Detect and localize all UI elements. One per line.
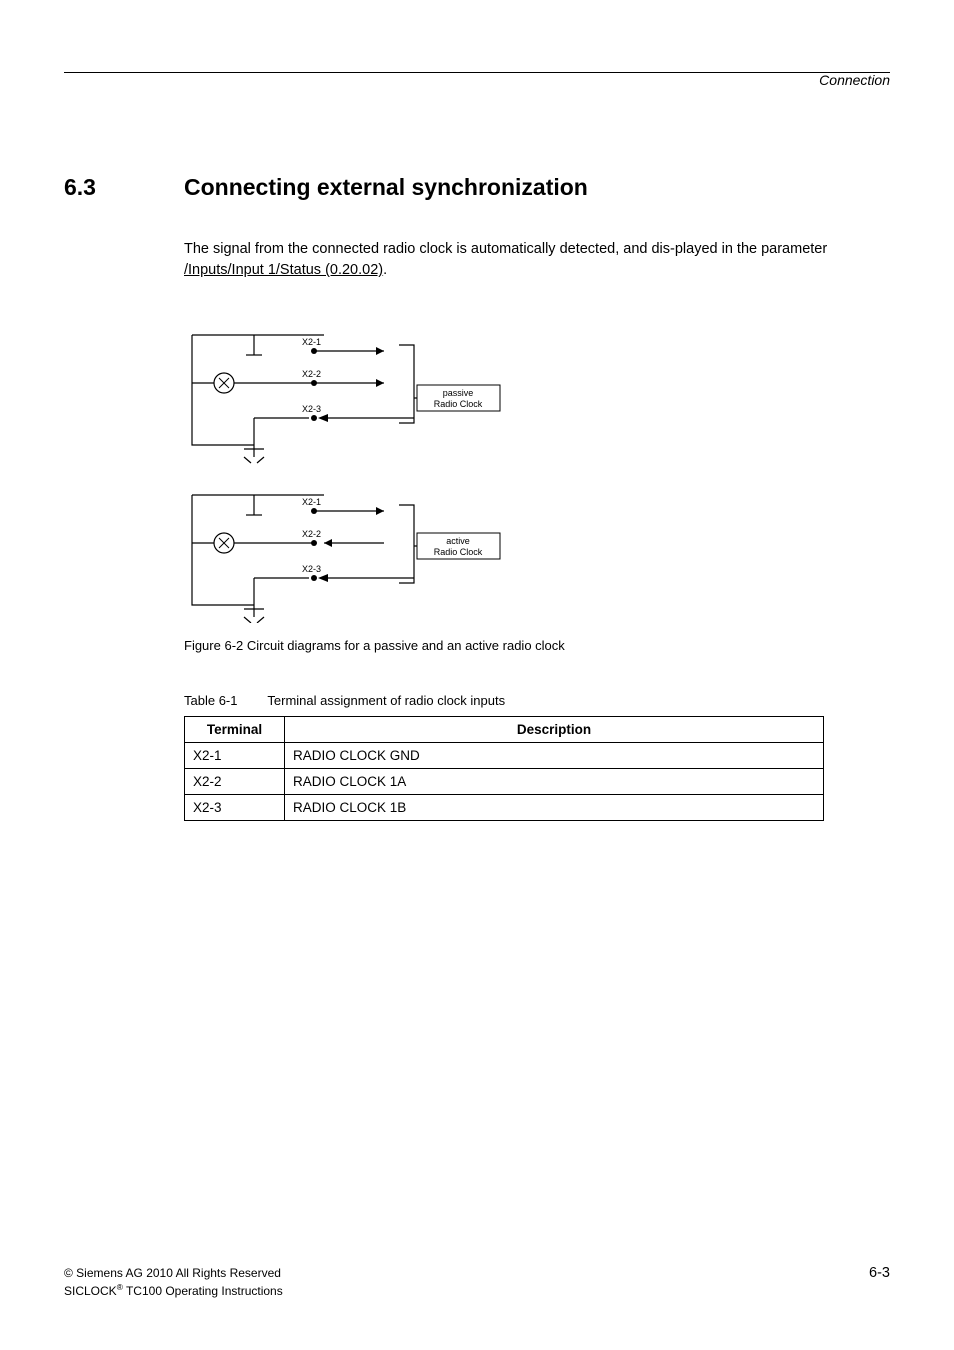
figure-block: X2-1 X2-2 bbox=[184, 323, 890, 653]
table-caption: Table 6-1 Terminal assignment of radio c… bbox=[184, 693, 890, 708]
figure-caption: Figure 6-2 Circuit diagrams for a passiv… bbox=[184, 638, 890, 653]
table-row: X2-3 RADIO CLOCK 1B bbox=[185, 795, 824, 821]
terminal-table: Terminal Description X2-1 RADIO CLOCK GN… bbox=[184, 716, 824, 821]
diagram-active: X2-1 X2-2 bbox=[192, 495, 500, 623]
table-row: X2-1 RADIO CLOCK GND bbox=[185, 743, 824, 769]
terminal-label: X2-3 bbox=[302, 404, 321, 414]
content-area: The signal from the connected radio cloc… bbox=[184, 239, 890, 821]
circuit-svg: X2-1 X2-2 bbox=[184, 323, 564, 623]
page-footer: © Siemens AG 2010 All Rights Reserved SI… bbox=[64, 1265, 890, 1300]
diagram-passive: X2-1 X2-2 bbox=[192, 335, 500, 463]
circuit-diagrams: X2-1 X2-2 bbox=[184, 323, 564, 628]
box-label-bot: Radio Clock bbox=[434, 399, 483, 409]
table-cell: RADIO CLOCK 1A bbox=[285, 769, 824, 795]
terminal-label: X2-3 bbox=[302, 564, 321, 574]
table-header-row: Terminal Description bbox=[185, 717, 824, 743]
box-label-top: active bbox=[446, 536, 470, 546]
table-header: Terminal bbox=[185, 717, 285, 743]
table-cell: X2-3 bbox=[185, 795, 285, 821]
section-number: 6.3 bbox=[64, 174, 124, 201]
terminal-label: X2-2 bbox=[302, 369, 321, 379]
page-header: Connection bbox=[64, 72, 890, 112]
body-text-pre: The signal from the connected radio cloc… bbox=[184, 241, 827, 257]
table-cell: RADIO CLOCK 1B bbox=[285, 795, 824, 821]
box-label-bot: Radio Clock bbox=[434, 547, 483, 557]
page: Connection 6.3 Connecting external synch… bbox=[0, 0, 954, 1350]
footer-left: © Siemens AG 2010 All Rights Reserved SI… bbox=[64, 1265, 283, 1300]
body-paragraph: The signal from the connected radio cloc… bbox=[184, 239, 890, 281]
copyright-line: © Siemens AG 2010 All Rights Reserved bbox=[64, 1265, 283, 1282]
table-label: Table 6-1 bbox=[184, 693, 264, 708]
product-post: TC100 Operating Instructions bbox=[123, 1284, 283, 1298]
terminal-label: X2-1 bbox=[302, 497, 321, 507]
product-pre: SICLOCK bbox=[64, 1284, 117, 1298]
page-number: 6-3 bbox=[869, 1265, 890, 1281]
header-section-label: Connection bbox=[819, 72, 890, 88]
terminal-label: X2-2 bbox=[302, 529, 321, 539]
product-line: SICLOCK® TC100 Operating Instructions bbox=[64, 1282, 283, 1300]
table-cell: X2-1 bbox=[185, 743, 285, 769]
body-text-post: . bbox=[383, 262, 387, 278]
table-header: Description bbox=[285, 717, 824, 743]
parameter-path: /Inputs/Input 1/Status (0.20.02) bbox=[184, 262, 383, 278]
section-heading: 6.3 Connecting external synchronization bbox=[64, 174, 890, 201]
header-rule bbox=[64, 72, 890, 73]
table-caption-text: Terminal assignment of radio clock input… bbox=[267, 693, 505, 708]
section-title: Connecting external synchronization bbox=[184, 174, 588, 201]
table-cell: RADIO CLOCK GND bbox=[285, 743, 824, 769]
box-label-top: passive bbox=[443, 388, 474, 398]
terminal-label: X2-1 bbox=[302, 337, 321, 347]
table-cell: X2-2 bbox=[185, 769, 285, 795]
table-row: X2-2 RADIO CLOCK 1A bbox=[185, 769, 824, 795]
